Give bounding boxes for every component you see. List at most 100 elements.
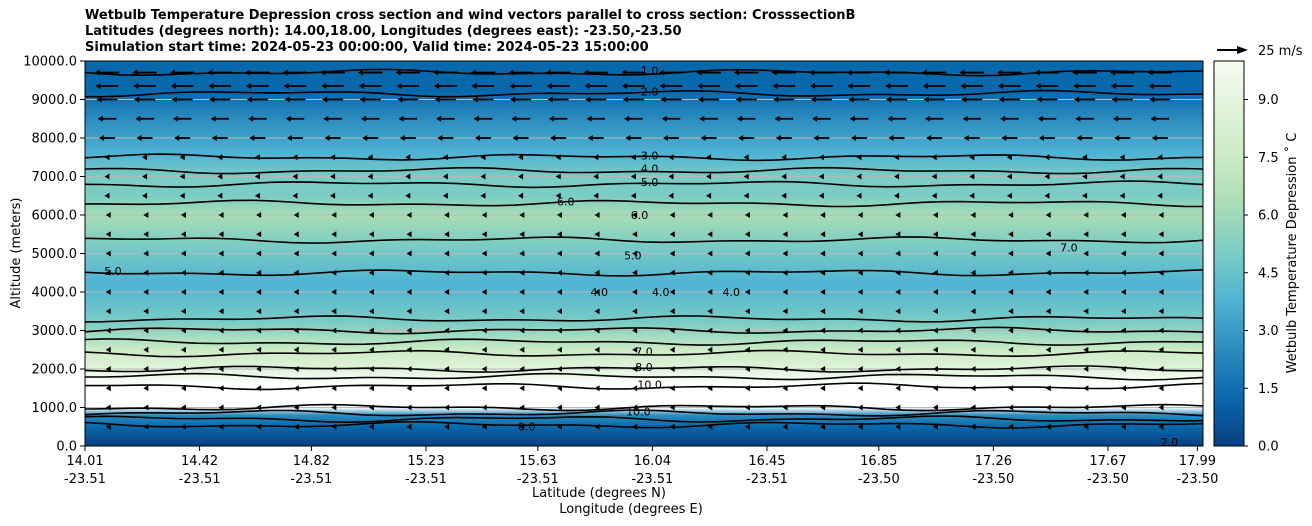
wind-vector-head xyxy=(632,385,638,392)
wind-vector-head xyxy=(180,308,186,315)
wind-vector-head xyxy=(1158,423,1164,430)
wind-vector-head xyxy=(782,289,788,295)
wind-vector-head xyxy=(293,366,299,372)
wind-vector-head xyxy=(697,83,703,90)
wind-vector-head xyxy=(395,69,401,76)
wind-vector-head xyxy=(846,69,852,76)
wind-vector-head xyxy=(179,173,185,180)
wind-vector-head xyxy=(895,231,901,238)
wind-vector-head xyxy=(480,173,486,180)
wind-vector-head xyxy=(1120,366,1126,372)
wind-vector-head xyxy=(998,83,1004,90)
wind-vector-head xyxy=(442,192,448,199)
wind-vector-head xyxy=(293,308,299,315)
wind-vector-head xyxy=(1082,173,1088,180)
wind-vector-head xyxy=(1035,83,1041,90)
wind-vector-head xyxy=(669,212,675,218)
wind-vector-head xyxy=(810,96,816,103)
wind-vector-head xyxy=(245,69,251,76)
wind-vector-head xyxy=(444,308,450,315)
wind-vector-head xyxy=(444,366,450,372)
contour-label: 8.0 xyxy=(635,361,653,374)
contour-line xyxy=(84,403,1204,412)
contour-label: 4.0 xyxy=(591,286,609,299)
wind-vector-head xyxy=(180,289,186,295)
wind-vector-head xyxy=(669,366,675,372)
wind-vector-head xyxy=(743,192,749,199)
wind-vector-head xyxy=(970,250,976,257)
wind-vector-head xyxy=(143,366,149,372)
wind-vector-head xyxy=(444,346,450,353)
wind-vector-head xyxy=(105,289,111,295)
wind-vector-head xyxy=(442,154,448,161)
wind-vector-head xyxy=(444,385,450,392)
contour-label: 5.0 xyxy=(641,176,659,189)
wind-vector-head xyxy=(480,154,486,161)
wind-vector-head xyxy=(481,423,487,430)
wind-vector-head xyxy=(594,269,600,276)
wind-vector-head xyxy=(699,115,705,122)
wind-vector-head xyxy=(1120,404,1126,411)
contour-line xyxy=(84,326,1204,335)
wind-vector-head xyxy=(405,154,411,161)
wind-vector-head xyxy=(1000,115,1006,122)
wind-vector-head xyxy=(519,385,525,392)
wind-vector-head xyxy=(585,96,591,103)
wind-vector-head xyxy=(924,115,930,122)
wind-vector-head xyxy=(180,366,186,372)
wind-vector-head xyxy=(743,173,749,180)
wind-vector-head xyxy=(330,154,336,161)
wind-vector-head xyxy=(481,250,487,257)
wind-vector-head xyxy=(405,173,411,180)
wind-vector-head xyxy=(820,346,826,353)
wind-vector-head xyxy=(368,212,374,218)
wind-vector-head xyxy=(932,366,938,372)
wind-vector-head xyxy=(706,192,712,199)
wind-vector-head xyxy=(1120,289,1126,295)
wind-vector-head xyxy=(658,69,664,76)
contour-label: 2.0 xyxy=(641,86,659,99)
wind-vector-head xyxy=(932,308,938,315)
wind-vector-head xyxy=(1083,404,1089,411)
wind-vector-head xyxy=(143,212,149,218)
wind-vector-head xyxy=(895,269,901,276)
wind-vector-head xyxy=(519,404,525,411)
wind-vector-head xyxy=(1044,173,1050,180)
wind-vector-head xyxy=(1008,308,1014,315)
wind-vector-head xyxy=(331,231,337,238)
wind-vector-head xyxy=(932,250,938,257)
wind-vector-head xyxy=(519,423,525,430)
wind-vector-head xyxy=(961,96,967,103)
wind-vector-head xyxy=(997,69,1003,76)
wind-vector-head xyxy=(1157,192,1163,199)
wind-vector-head xyxy=(135,115,141,122)
wind-vector-head xyxy=(293,212,299,218)
wind-vector-head xyxy=(630,154,636,161)
wind-vector-head xyxy=(368,346,374,353)
wind-vector-head xyxy=(442,173,448,180)
wind-vector-head xyxy=(707,346,713,353)
wind-vector-head xyxy=(1114,135,1120,141)
wind-vector-head xyxy=(820,231,826,238)
wind-vector-head xyxy=(970,231,976,238)
wind-vector-head xyxy=(368,269,374,276)
wind-vector-head xyxy=(809,69,815,76)
wind-vector-head xyxy=(932,327,938,334)
wind-vector-head xyxy=(771,69,777,76)
wind-vector-head xyxy=(1045,269,1051,276)
wind-vector-head xyxy=(293,385,299,392)
wind-vector-head xyxy=(519,269,525,276)
wind-vector-head xyxy=(105,308,111,315)
contour-label: 6.0 xyxy=(557,195,575,208)
quiver-key-label: 25 m/s xyxy=(1258,44,1303,59)
colorbar-fill xyxy=(1213,60,1245,447)
wind-vector-head xyxy=(256,385,262,392)
wind-vector-head xyxy=(218,346,224,353)
wind-vector-head xyxy=(249,135,255,141)
wind-vector-head xyxy=(782,269,788,276)
wind-vector-head xyxy=(1045,346,1051,353)
wind-vector-head xyxy=(359,96,365,103)
wind-vector-head xyxy=(1158,366,1164,372)
wind-vector-head xyxy=(895,212,901,218)
wind-vector-head xyxy=(660,96,666,103)
